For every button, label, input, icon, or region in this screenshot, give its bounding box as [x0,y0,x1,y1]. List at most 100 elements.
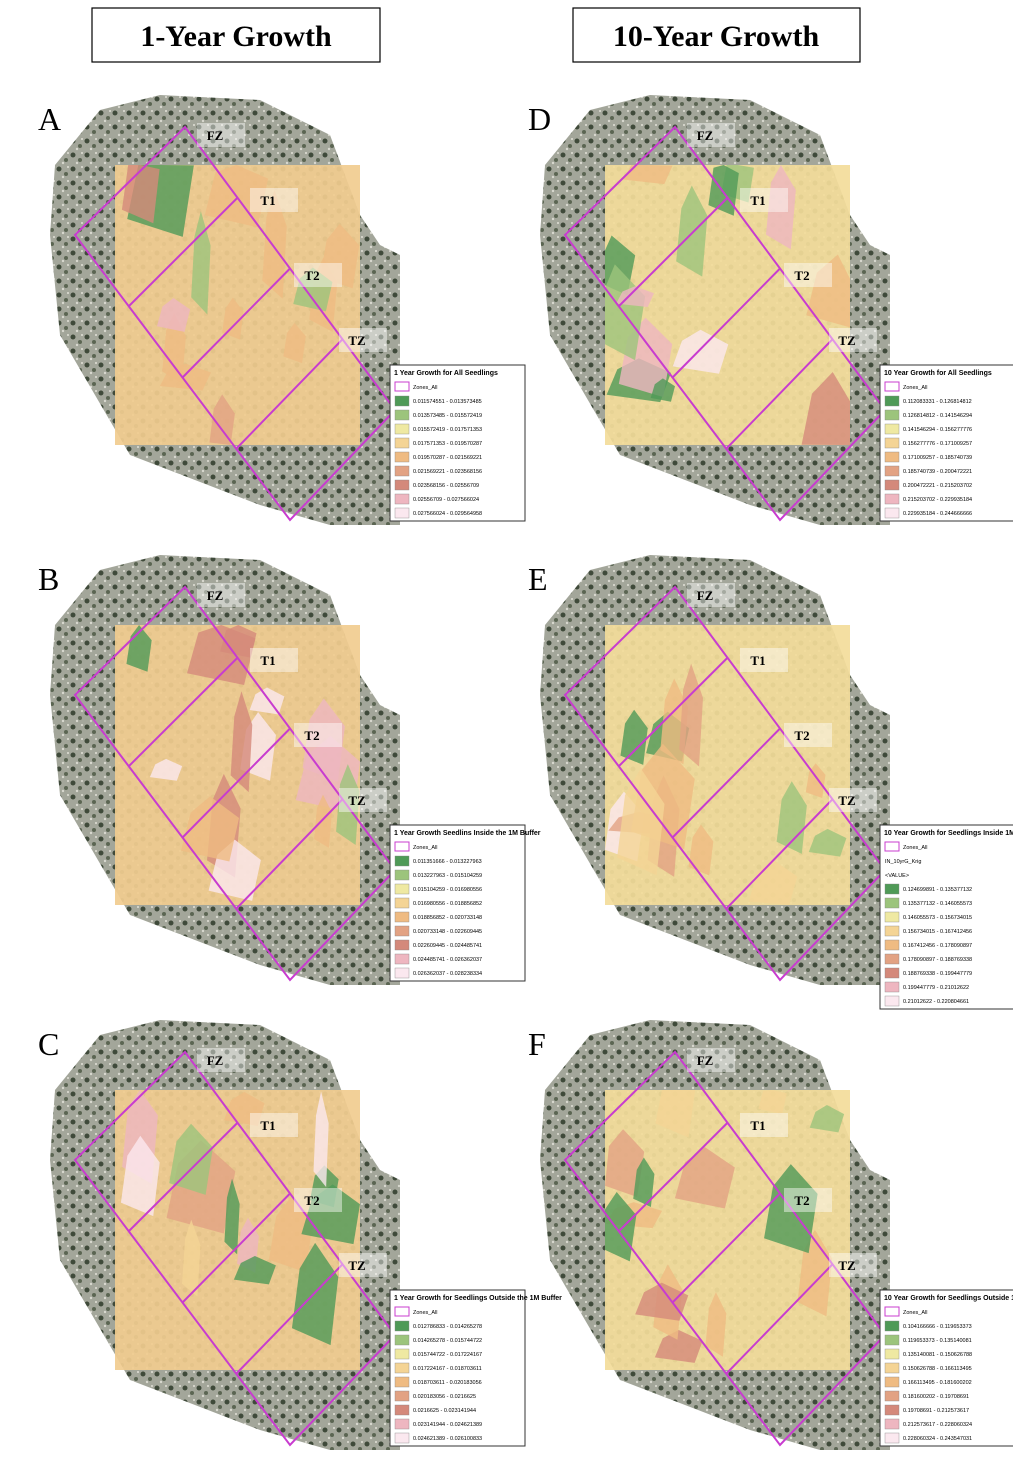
legend-entry: 0.011574551 - 0.013573485 [413,399,482,405]
legend-swatch [885,1405,899,1415]
legend-swatch [395,494,409,504]
zone-label: T2 [304,268,319,283]
legend-swatch [395,856,409,866]
legend-entry: 0.027566024 - 0.029564958 [413,511,482,517]
legend-entry: 0.019570287 - 0.021569221 [413,455,482,461]
legend-entry: 0.156734015 - 0.167412456 [903,929,972,935]
legend-swatch [395,396,409,406]
legend-entry: 0.017571353 - 0.019570287 [413,441,482,447]
legend-entry: 0.215203702 - 0.229935184 [903,497,972,503]
zone-label: T2 [794,1193,809,1208]
zone-label: TZ [838,333,856,348]
legend-swatch [885,396,899,406]
legend-swatch [395,424,409,434]
legend-entry: 0.228060324 - 0.243547031 [903,1436,972,1442]
zone-label: FZ [207,1053,224,1068]
legend-entry: 0.150626788 - 0.166113495 [903,1366,972,1372]
legend-entry: 0.015744722 - 0.017224167 [413,1352,482,1358]
legend-title: 10 Year Growth for Seedlings Inside 1M B… [884,830,1013,837]
zone-label: FZ [207,588,224,603]
legend-entry: 0.229935184 - 0.244666666 [903,511,972,517]
legend-entry: 0.015572419 - 0.017571353 [413,427,482,433]
legend-entry: 0.023568156 - 0.02556709 [413,483,479,489]
map-panel: AFZT1T2TZ1 Year Growth for All Seedlings… [38,95,525,525]
column-header: 10-Year Growth [613,20,820,53]
legend-swatch [395,870,409,880]
zone-label: FZ [697,1053,714,1068]
legend-swatch [885,842,899,851]
legend-title: 1 Year Growth for Seedlings Outside the … [394,1295,562,1302]
legend-swatch [885,1349,899,1359]
legend-entry: 0.02556709 - 0.027566024 [413,497,479,503]
legend-swatch [395,382,409,391]
legend-entry: 0.026362037 - 0.028238334 [413,971,482,977]
legend-subheader: IN_10yrG_Krig [885,859,921,865]
legend-swatch [885,940,899,950]
legend-swatch [885,1391,899,1401]
legend-swatch [885,1321,899,1331]
legend-swatch [395,452,409,462]
legend-entry: 0.146055573 - 0.156734015 [903,915,972,921]
legend-swatch [885,1335,899,1345]
legend-entry: 0.024621389 - 0.026100833 [413,1436,482,1442]
legend-swatch [395,884,409,894]
legend-swatch [395,940,409,950]
figure: 1-Year Growth 10-Year Growth AFZT1T2TZ1 … [0,0,1013,1462]
legend-swatch [395,466,409,476]
legend-entry: Zones_All [413,845,437,851]
zone-label: FZ [207,128,224,143]
legend-entry: 0.0216625 - 0.023141944 [413,1408,476,1414]
legend-swatch [395,1377,409,1387]
zone-label: T1 [750,653,765,668]
legend-entry: 0.020183056 - 0.0216625 [413,1394,476,1400]
legend-swatch [885,898,899,908]
legend-entry: 0.141546294 - 0.156277776 [903,427,972,433]
legend-subheader: <VALUE> [885,873,909,879]
legend-swatch [885,466,899,476]
legend-swatch [885,1419,899,1429]
legend-swatch [395,1419,409,1429]
legend-swatch [395,1433,409,1443]
zone-label: TZ [838,793,856,808]
legend-swatch [885,1377,899,1387]
legend-entry: 0.112083331 - 0.126814812 [903,399,972,405]
legend-entry: 0.171009257 - 0.185740739 [903,455,972,461]
legend-swatch [885,954,899,964]
legend-entry: 0.200472221 - 0.215203702 [903,483,972,489]
legend-entry: 0.156277776 - 0.171009257 [903,441,972,447]
zone-label: T2 [304,728,319,743]
panel-letter: E [528,561,548,597]
column-header: 1-Year Growth [140,20,332,53]
legend-entry: 0.015104259 - 0.016980556 [413,887,482,893]
legend-entry: 0.014265278 - 0.015744722 [413,1338,482,1344]
legend-entry: 0.013227963 - 0.015104259 [413,873,482,879]
legend-entry: 0.135377132 - 0.146055573 [903,901,972,907]
page: {"header": {"left": "1-Year Growth", "ri… [0,0,1013,1462]
legend-entry: 0.19708691 - 0.212573617 [903,1408,969,1414]
legend-swatch [885,438,899,448]
legend-entry: Zones_All [903,385,927,391]
legend-swatch [885,480,899,490]
legend-title: 1 Year Growth for All Seedlings [394,370,498,377]
legend-swatch [885,410,899,420]
legend-entry: 0.119653373 - 0.135140081 [903,1338,972,1344]
zone-label: TZ [838,1258,856,1273]
legend-entry: 0.124699891 - 0.135377132 [903,887,972,893]
zone-label: T1 [750,1118,765,1133]
legend-entry: 0.012786833 - 0.014265278 [413,1324,482,1330]
legend-title: 10 Year Growth for Seedlings Outside 1M … [884,1295,1013,1302]
panel-letter: C [38,1026,59,1062]
legend-swatch [395,1405,409,1415]
legend-entry: 0.013573485 - 0.015572419 [413,413,482,419]
legend-entry: 0.126814812 - 0.141546294 [903,413,972,419]
legend-entry: 0.178090897 - 0.188769338 [903,957,972,963]
panel-letter: D [528,101,551,137]
legend-swatch [885,968,899,978]
zone-label: T2 [304,1193,319,1208]
legend-swatch [395,954,409,964]
legend-swatch [885,508,899,518]
zone-label: TZ [348,793,366,808]
legend-entry: 0.020733148 - 0.022609445 [413,929,482,935]
